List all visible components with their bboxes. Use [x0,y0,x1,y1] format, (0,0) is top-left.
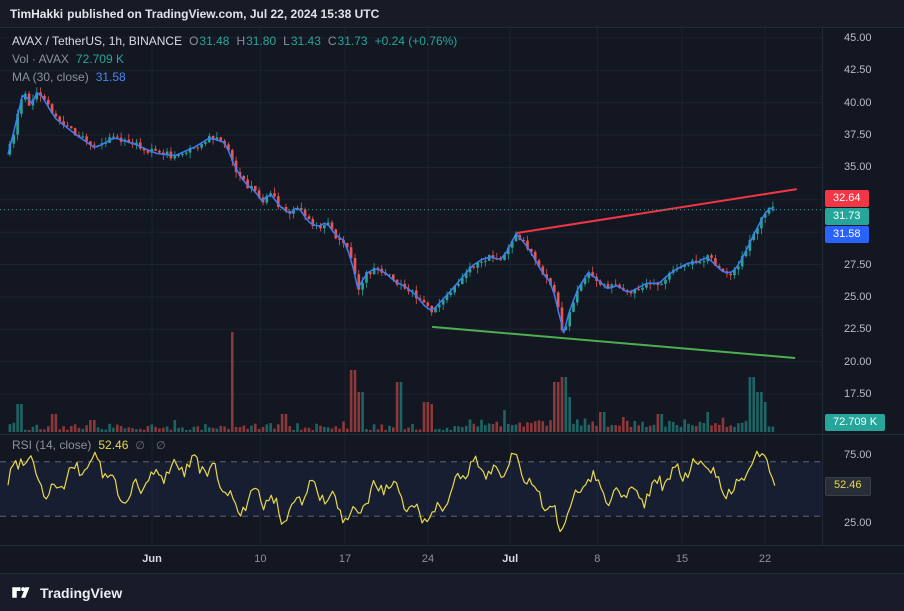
time-axis-label-10: 10 [254,553,267,565]
ma-legend-row[interactable]: MA (30, close) 31.58 [12,70,457,85]
rsi-axis-label: 75.00 [844,449,872,461]
price-axis-label: 20.00 [844,355,872,368]
symbol-legend-row[interactable]: AVAX / TetherUS, 1h, BINANCE O 31.48 H 3… [12,34,457,49]
chart-legend: AVAX / TetherUS, 1h, BINANCE O 31.48 H 3… [12,34,457,85]
time-axis-label-8: 8 [594,553,601,565]
time-axis-label-Jul: Jul [502,553,519,565]
volume-legend-row[interactable]: Vol · AVAX 72.709 K [12,52,457,67]
time-axis-label-24: 24 [421,553,435,565]
pane-separator[interactable] [0,434,904,435]
price-axis-label: 22.50 [844,323,872,336]
volume-label: Vol · AVAX [12,52,69,66]
price-badge-31.73: 31.73 [825,207,869,225]
rsi-chart-canvas[interactable] [0,434,822,545]
price-axis-label: 25.00 [844,290,872,303]
rsi-value: 52.46 [98,438,129,452]
snapshot-header: TimHakki published on TradingView.com, J… [0,0,904,28]
tradingview-logo-icon[interactable] [10,582,31,603]
ohlc-high: H 31.80 [236,34,277,48]
price-axis-label: 40.00 [844,96,872,109]
ma-label: MA (30, close) [12,70,89,84]
rsi-label: RSI (14, close) [12,438,92,452]
time-axis-label-22: 22 [758,553,772,565]
symbol-title: AVAX / TetherUS, 1h, BINANCE [12,34,183,48]
price-axis[interactable]: 45.00 42.50 40.00 37.50 35.00 27.50 25.00 22.50… [822,28,904,545]
volume-badge: 72.709 K [825,414,886,431]
price-axis-label: 27.50 [844,258,872,271]
time-axis[interactable]: Jun 10 17 24 Jul 8 15 22 [0,545,904,573]
volume-value: 72.709 K [75,52,124,66]
time-axis-label-Jun: Jun [142,553,162,565]
rsi-axis-label: 25.00 [844,517,872,529]
ma-value: 31.58 [95,70,126,84]
time-axis-label-15: 15 [675,553,689,565]
ohlc-open: O 31.48 [189,34,230,48]
ohlc-close: C 31.73 [327,34,368,48]
time-axis-label-17: 17 [338,553,352,565]
author-name: TimHakki [10,6,64,21]
price-axis-label: 45.00 [844,32,872,44]
price-change: +0.24 (+0.76%) [374,34,458,48]
ohlc-low: L 31.43 [283,34,321,48]
price-axis-label: 17.50 [844,388,872,400]
price-chart-canvas[interactable] [0,28,822,434]
price-badge-31.58: 31.58 [825,225,869,243]
price-axis-label: 37.50 [844,129,872,142]
price-axis-label: 42.50 [844,64,872,77]
price-badge-32.64: 32.64 [825,189,869,207]
footer-bar: TradingView [0,573,904,611]
hidden-source-icons: ∅ ∅ [135,439,170,452]
rsi-value-badge: 52.46 [825,477,871,497]
price-axis-label: 35.00 [844,161,872,174]
rsi-legend-row[interactable]: RSI (14, close) 52.46 ∅ ∅ [12,438,170,452]
publish-info: published on TradingView.com, Jul 22, 20… [67,6,380,21]
tradingview-wordmark[interactable]: TradingView [40,584,123,601]
